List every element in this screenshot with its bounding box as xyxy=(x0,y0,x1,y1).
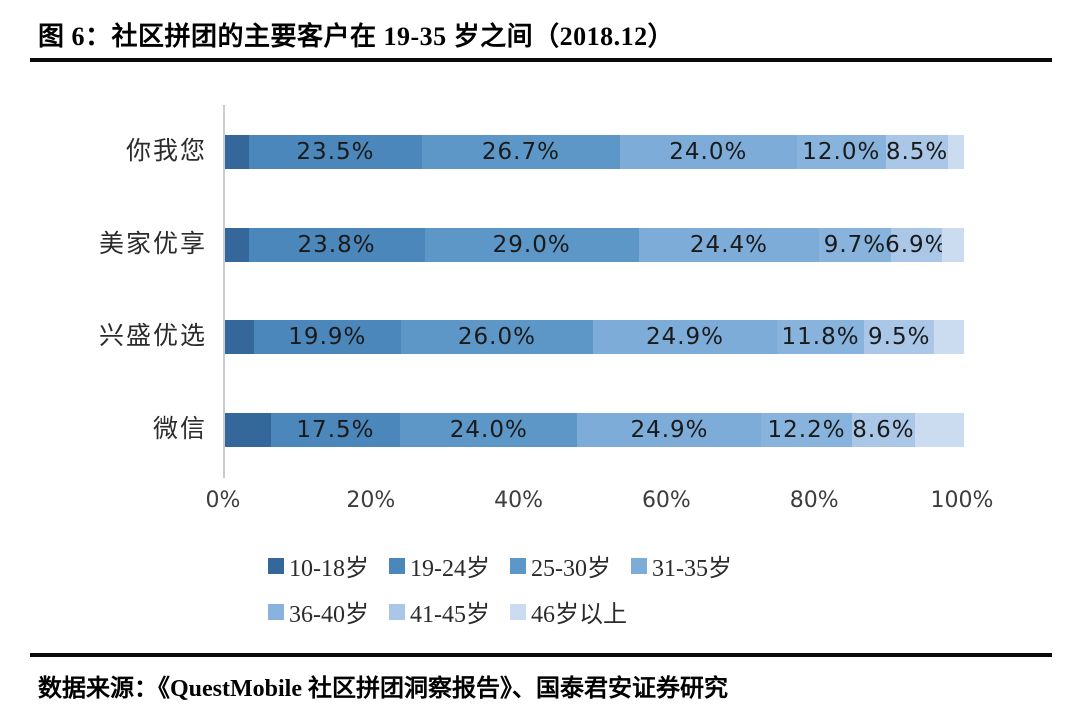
legend-item: 36-40岁 xyxy=(268,594,369,629)
segment-value-label: 23.8% xyxy=(297,232,376,258)
bar-segment: 29.0% xyxy=(424,228,639,262)
bar-segment: 24.9% xyxy=(592,320,777,354)
bar-segment: 12.0% xyxy=(796,135,886,169)
legend-swatch-icon xyxy=(389,603,405,620)
bar-segment: 12.2% xyxy=(761,413,852,447)
bar-segment: 24.0% xyxy=(619,135,797,169)
bar-segment: 26.0% xyxy=(400,320,593,354)
bar-track: 17.5% 24.0% 24.9% 12.2% 8.6% xyxy=(225,413,964,447)
x-axis-tick-label: 80% xyxy=(789,488,839,513)
segment-value-label: 9.5% xyxy=(868,324,931,350)
segment-value-label: 24.4% xyxy=(689,232,768,258)
bar-segment: 26.7% xyxy=(422,135,620,169)
legend-label: 31-35岁 xyxy=(652,556,732,582)
bar-segment: 9.7% xyxy=(819,228,891,262)
segment-value-label: 23.5% xyxy=(296,139,375,165)
x-axis-tick-label: 40% xyxy=(494,488,544,513)
legend-item: 31-35岁 xyxy=(631,548,732,583)
bar-segment xyxy=(934,320,964,354)
title-divider xyxy=(30,58,1052,62)
category-label: 兴盛优选 xyxy=(98,323,207,350)
legend-swatch-icon xyxy=(631,557,647,574)
x-axis-tick-label: 0% xyxy=(205,488,241,513)
legend-item: 10-18岁 xyxy=(268,548,369,583)
bar-segment xyxy=(225,228,249,262)
x-axis-tick-label: 20% xyxy=(346,488,396,513)
legend-label: 25-30岁 xyxy=(531,556,611,582)
segment-value-label: 19.9% xyxy=(288,324,367,350)
segment-value-label: 11.8% xyxy=(781,324,860,350)
legend-row-1: 10-18岁 19-24岁 25-30岁 31-35岁 xyxy=(268,548,732,583)
legend-item: 19-24岁 xyxy=(389,548,490,583)
legend-swatch-icon xyxy=(268,603,284,620)
bar-segment: 17.5% xyxy=(270,413,401,447)
x-axis-tick-label: 100% xyxy=(930,488,994,513)
segment-value-label: 9.7% xyxy=(823,232,887,258)
bar-segment xyxy=(941,228,964,262)
legend-row-2: 36-40岁 41-45岁 46岁以上 xyxy=(268,594,627,629)
legend-swatch-icon xyxy=(510,557,526,574)
segment-value-label: 12.0% xyxy=(802,139,881,165)
segment-value-label: 8.5% xyxy=(885,139,949,165)
category-label: 微信 xyxy=(152,416,207,443)
segment-value-label: 26.7% xyxy=(481,139,560,165)
bar-segment: 23.8% xyxy=(248,228,425,262)
bar-row: 你我您 23.5% 26.7% 24.0% 12.0% 8.5% xyxy=(126,135,964,169)
bar-track: 23.8% 29.0% 24.4% 9.7% 6.9% xyxy=(225,228,964,262)
x-axis-tick-label: 60% xyxy=(641,488,691,513)
legend-item: 41-45岁 xyxy=(389,594,490,629)
legend-swatch-icon xyxy=(389,557,405,574)
bar-segment: 9.5% xyxy=(864,320,935,354)
bar-row: 美家优享 23.8% 29.0% 24.4% 9.7% 6.9% xyxy=(99,228,964,262)
segment-value-label: 24.9% xyxy=(645,324,725,350)
legend-label: 10-18岁 xyxy=(289,556,369,582)
bar-segment xyxy=(225,413,271,447)
bar-segment: 11.8% xyxy=(776,320,865,354)
footer-divider xyxy=(30,653,1052,657)
segment-value-label: 29.0% xyxy=(492,232,571,258)
segment-value-label: 6.9% xyxy=(885,232,948,258)
bar-segment xyxy=(225,320,254,354)
legend-swatch-icon xyxy=(268,557,284,574)
segment-value-label: 17.5% xyxy=(296,417,375,443)
data-source: 数据来源：《QuestMobile 社区拼团洞察报告》、国泰君安证券研究 xyxy=(38,676,728,702)
category-label: 美家优享 xyxy=(98,231,207,258)
bar-segment: 24.9% xyxy=(577,413,762,447)
segment-value-label: 12.2% xyxy=(767,417,846,443)
bar-segment xyxy=(225,135,249,169)
bar-track: 19.9% 26.0% 24.9% 11.8% 9.5% xyxy=(225,320,964,354)
category-label: 你我您 xyxy=(125,138,207,165)
bar-segment: 8.6% xyxy=(851,413,916,447)
bar-segment: 24.4% xyxy=(638,228,820,262)
bar-segment: 23.5% xyxy=(248,135,423,169)
stacked-bar-plot: 你我您 23.5% 26.7% 24.0% 12.0% 8.5% 美家优享 23.8% 29.0… xyxy=(99,105,964,478)
legend-label: 41-45岁 xyxy=(410,602,490,628)
chart-title: 图 6：社区拼团的主要客户在 19-35 岁之间（2018.12） xyxy=(38,22,675,51)
bar-segment xyxy=(948,135,964,169)
segment-value-label: 24.0% xyxy=(449,417,528,443)
legend-item: 46岁以上 xyxy=(510,594,627,629)
segment-value-label: 8.6% xyxy=(852,417,915,443)
legend-label: 19-24岁 xyxy=(410,556,490,582)
bar-row: 兴盛优选 19.9% 26.0% 24.9% 11.8% 9.5% xyxy=(99,320,964,354)
bar-segment: 8.5% xyxy=(885,135,949,169)
bar-segment: 24.0% xyxy=(400,413,578,447)
bar-track: 23.5% 26.7% 24.0% 12.0% 8.5% xyxy=(225,135,964,169)
bar-segment: 19.9% xyxy=(253,320,401,354)
segment-value-label: 24.9% xyxy=(630,417,709,443)
legend-label: 36-40岁 xyxy=(289,602,369,628)
legend-swatch-icon xyxy=(510,603,526,620)
bar-segment: 6.9% xyxy=(885,228,947,262)
bar-row: 微信 17.5% 24.0% 24.9% 12.2% 8.6% xyxy=(153,413,964,447)
legend-label: 46岁以上 xyxy=(531,602,627,628)
segment-value-label: 26.0% xyxy=(457,324,536,350)
bar-segment xyxy=(915,413,964,447)
segment-value-label: 24.0% xyxy=(669,139,748,165)
legend-item: 25-30岁 xyxy=(510,548,611,583)
